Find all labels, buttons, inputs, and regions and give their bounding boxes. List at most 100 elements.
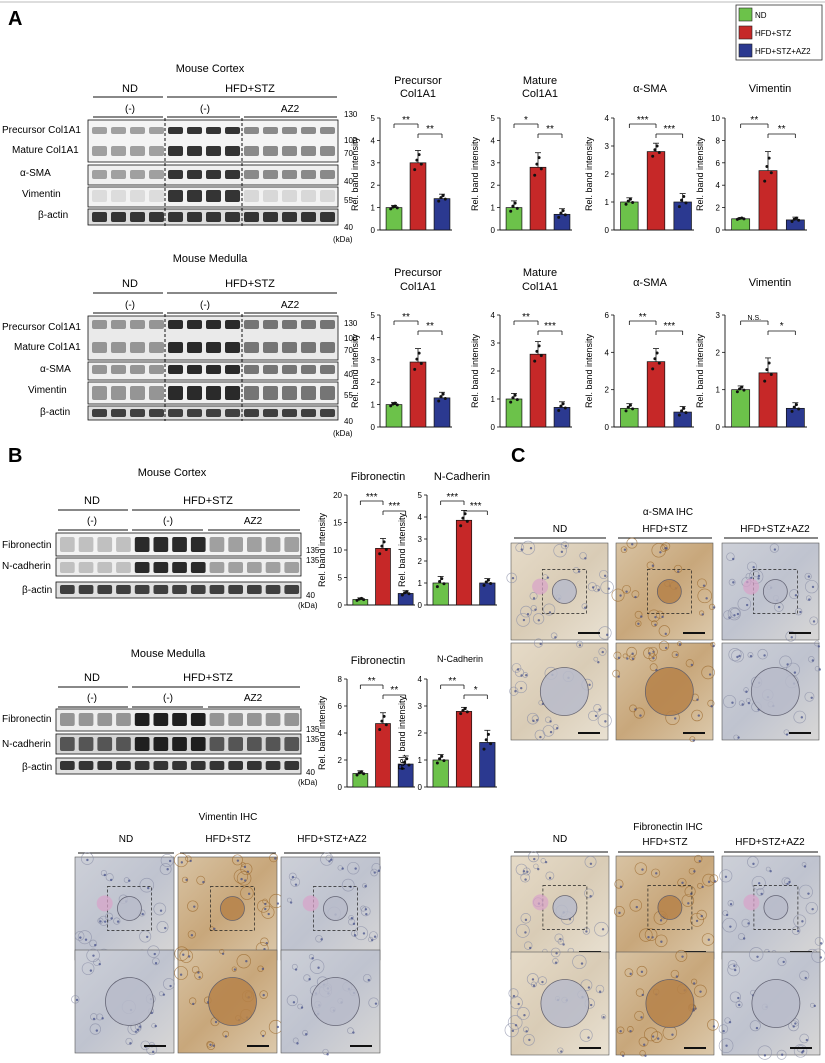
blot-band	[190, 537, 206, 552]
data-point	[792, 405, 796, 409]
group-label-neg: (-)	[200, 300, 210, 311]
bar-nd	[505, 398, 523, 428]
significance-label: *	[524, 115, 528, 126]
data-point	[465, 710, 469, 714]
data-point	[533, 359, 537, 363]
significance-label: *	[780, 321, 784, 332]
blot-band	[247, 761, 262, 770]
blot-band	[168, 170, 183, 179]
blot-band	[111, 127, 126, 134]
blot-band	[78, 713, 94, 726]
group-label-az2: AZ2	[281, 300, 300, 311]
blot-band	[244, 190, 259, 202]
chart-title: Mature	[523, 267, 557, 279]
ihc-image-tile	[504, 947, 610, 1056]
y-tick-label: 4	[605, 348, 610, 357]
blot-band	[228, 713, 243, 726]
data-point	[359, 770, 363, 774]
blot-label-fibronectin: Fibronectin	[2, 540, 51, 551]
group-label-az2: AZ2	[281, 104, 300, 115]
blot-band	[284, 537, 300, 552]
blot-band	[301, 146, 316, 156]
mw-marker: 55	[344, 391, 353, 400]
y-tick-label: 0	[371, 226, 376, 235]
data-point	[631, 407, 635, 411]
mw-marker: 40	[344, 223, 353, 232]
data-point	[740, 385, 744, 389]
data-point	[384, 547, 388, 551]
bar-hfd-stz	[758, 170, 778, 231]
blot-band	[209, 713, 225, 726]
mw-marker: 55	[344, 196, 353, 205]
blot-band	[244, 212, 259, 222]
y-tick-label: 0	[605, 226, 610, 235]
data-point	[657, 151, 661, 155]
data-point	[413, 168, 417, 172]
blot-band	[149, 342, 164, 353]
blot-band	[60, 761, 75, 770]
data-point	[357, 771, 361, 775]
data-point	[797, 218, 801, 222]
data-point	[509, 400, 513, 404]
data-point	[559, 211, 563, 215]
mw-marker: 70	[344, 149, 353, 158]
blot-band	[78, 585, 94, 594]
blot-band	[228, 737, 243, 751]
data-point	[790, 409, 794, 413]
y-tick-label: 8	[716, 136, 721, 145]
data-point	[355, 598, 359, 602]
y-tick-label: 6	[716, 159, 721, 168]
blot-b-medulla: Mouse Medulla ND HFD+STZ (-) (-) AZ2 Fib…	[2, 648, 320, 787]
blot-band	[263, 127, 278, 134]
blot-band	[172, 761, 187, 770]
blot-band	[284, 737, 300, 751]
blot-band	[92, 190, 107, 202]
y-tick-label: 3	[418, 702, 423, 711]
blot-band	[97, 713, 113, 726]
blot-band	[60, 537, 75, 552]
data-point	[382, 714, 386, 718]
blot-band	[130, 190, 145, 202]
blot-band	[320, 409, 335, 417]
y-tick-label: 0	[371, 423, 376, 432]
chart-title: Vimentin	[749, 277, 792, 289]
blot-band	[301, 342, 316, 353]
blot-band	[263, 212, 278, 222]
data-point	[407, 592, 411, 596]
blot-label-ncadherin: N-cadherin	[2, 739, 51, 750]
blot-band	[187, 146, 202, 156]
legend: ND HFD+STZ HFD+STZ+AZ2	[735, 4, 823, 61]
blot-band	[116, 761, 131, 770]
data-point	[561, 209, 565, 213]
ihc-vimentin: Vimentin IHC ND HFD+STZ HFD+STZ+AZ2	[71, 812, 382, 1056]
group-label-nd: ND	[122, 278, 138, 290]
data-point	[765, 368, 769, 372]
bar-hfd-stz-az2	[553, 407, 571, 428]
chart-title: Col1A1	[400, 88, 436, 100]
data-point	[355, 773, 359, 777]
data-point	[482, 583, 486, 587]
group-label-az2: AZ2	[244, 693, 263, 704]
bar-nd	[352, 773, 369, 788]
y-tick-label: 0	[716, 226, 721, 235]
blot-band	[130, 127, 145, 134]
bar-hfd-stz-az2	[479, 742, 496, 788]
blot-band	[282, 170, 297, 179]
data-point	[407, 763, 411, 767]
blot-band	[134, 737, 150, 751]
blot-label-fibronectin: Fibronectin	[2, 714, 51, 725]
data-point	[651, 367, 655, 371]
blot-band	[320, 320, 335, 329]
data-point	[405, 757, 409, 761]
data-point	[393, 204, 397, 208]
y-tick-label: 2	[491, 367, 496, 376]
blot-band	[187, 365, 202, 374]
blot-band	[225, 386, 240, 400]
y-tick-label: 1	[371, 401, 376, 410]
blot-band	[190, 737, 206, 751]
group-label-neg: (-)	[163, 516, 173, 527]
blot-band	[190, 713, 206, 726]
blot-band	[301, 409, 316, 417]
y-axis-label: Rel. band intensity	[397, 512, 407, 587]
